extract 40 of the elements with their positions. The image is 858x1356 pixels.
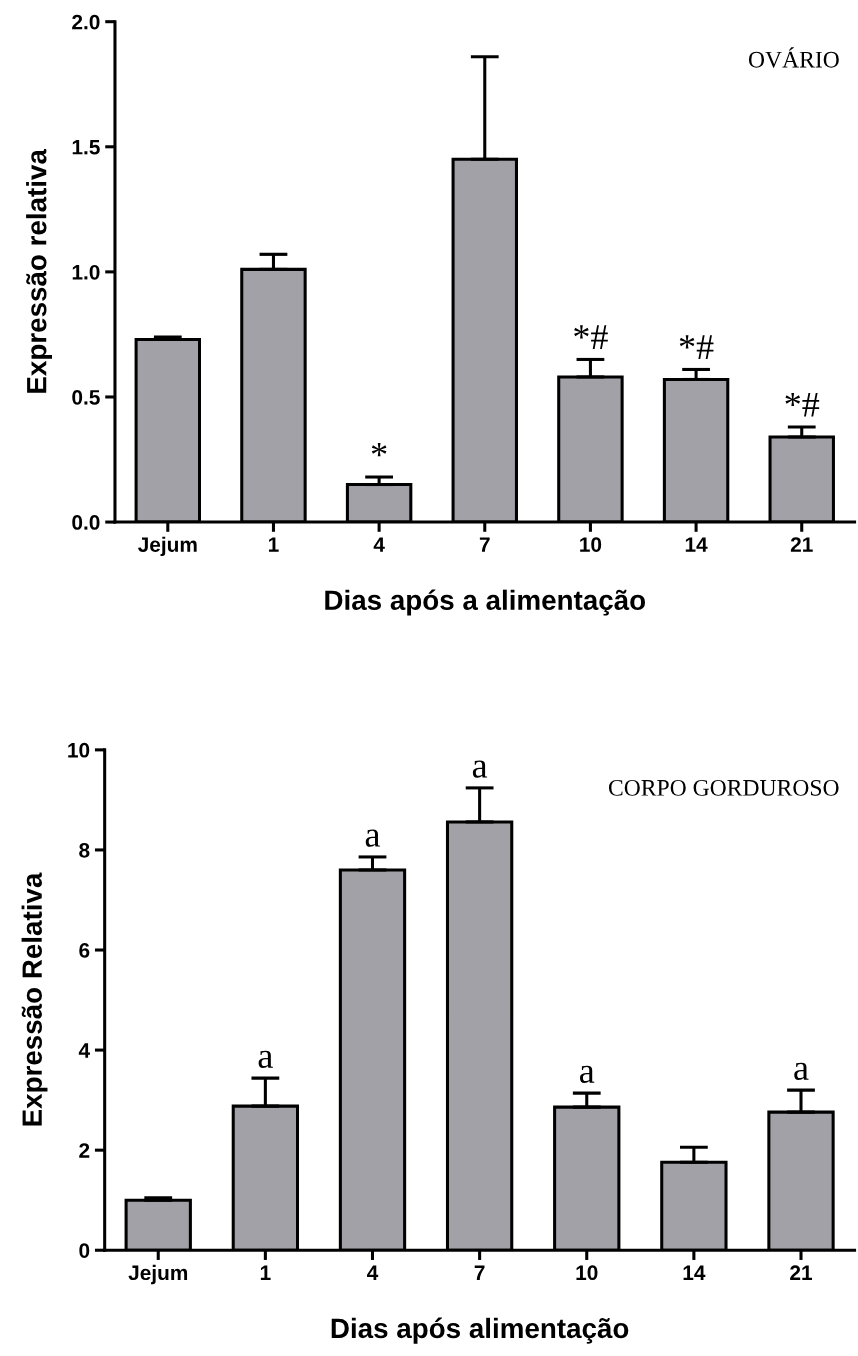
annotation: a xyxy=(580,1065,595,1083)
y-axis-title: Expressão Relativa xyxy=(21,872,48,1126)
y-tick-label: 4 xyxy=(78,1043,90,1058)
annotation: CORPO GORDUROSO xyxy=(608,779,839,796)
x-tick-label: 14 xyxy=(683,1265,706,1280)
annotation: *# xyxy=(785,392,820,417)
x-tick-label: 4 xyxy=(367,1265,379,1280)
x-tick-label: 21 xyxy=(790,537,813,552)
y-tick-label: 1.0 xyxy=(72,264,100,280)
x-axis-title: Dias após alimentação xyxy=(331,1317,629,1344)
y-tick-label: 0.5 xyxy=(72,389,100,405)
y-axis-title: Expressão relativa xyxy=(26,148,52,393)
annotation: a xyxy=(472,760,488,778)
y-tick-label: 0.0 xyxy=(72,515,100,530)
x-tick-label: 10 xyxy=(580,537,602,552)
x-tick-label: Jejum xyxy=(128,1264,188,1285)
y-tick-label: 0 xyxy=(79,1243,90,1258)
x-tick-label: 1 xyxy=(268,537,279,552)
annotation: a xyxy=(258,1050,273,1068)
x-tick-label: Jejum xyxy=(138,536,197,557)
x-axis-title: Dias após a alimentação xyxy=(325,589,646,616)
annotation: OVÁRIO xyxy=(748,47,839,68)
annotation: * xyxy=(371,442,387,457)
annotation: a xyxy=(365,829,381,847)
x-tick-label: 10 xyxy=(576,1265,598,1281)
x-tick-label: 7 xyxy=(474,1265,485,1280)
annotation: *# xyxy=(574,325,608,349)
x-tick-label: 1 xyxy=(260,1265,271,1280)
y-tick-label: 1.5 xyxy=(72,140,100,155)
y-tick-label: 2 xyxy=(79,1143,90,1158)
x-tick-label: 4 xyxy=(373,537,385,552)
y-tick-label: 10 xyxy=(68,742,90,758)
y-tick-label: 2.0 xyxy=(72,14,100,30)
y-tick-label: 8 xyxy=(79,842,90,858)
y-tick-label: 6 xyxy=(79,943,90,958)
x-tick-label: 21 xyxy=(790,1265,813,1280)
annotation: *# xyxy=(679,335,714,359)
x-tick-label: 14 xyxy=(685,537,708,552)
annotation: a xyxy=(794,1062,809,1080)
x-tick-label: 7 xyxy=(479,537,490,552)
